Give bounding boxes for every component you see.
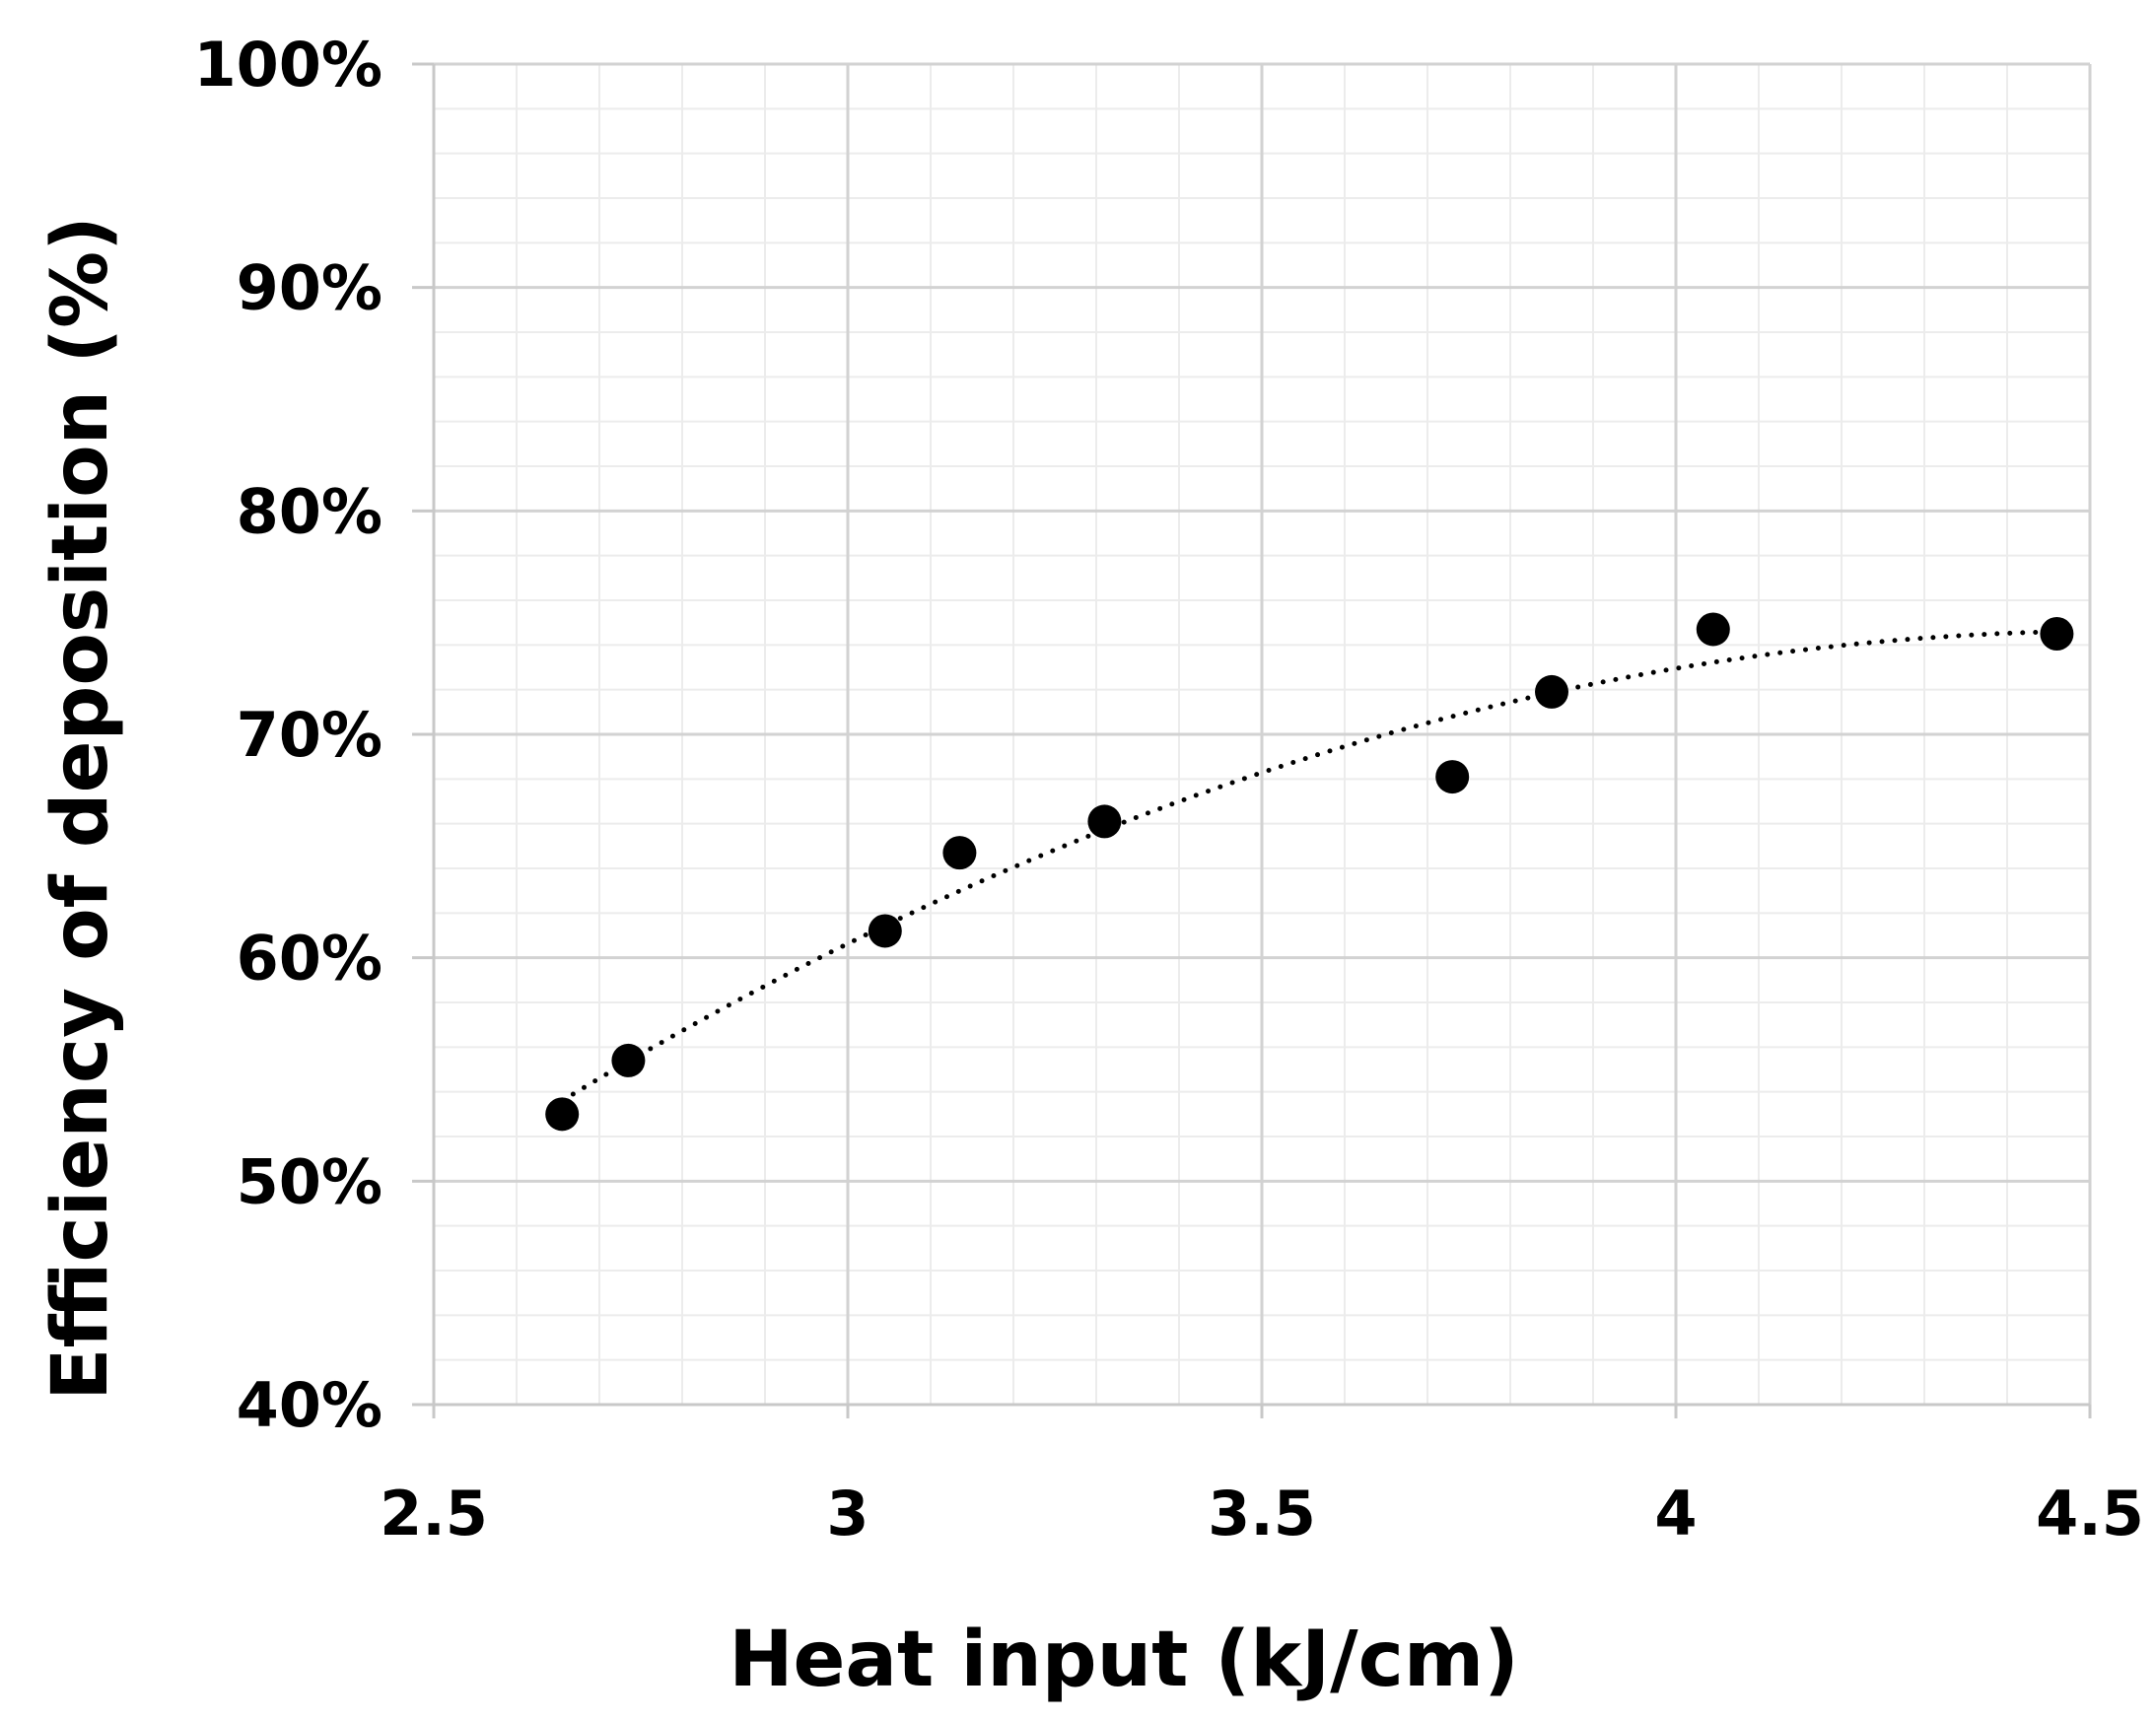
data-point <box>1535 674 1568 709</box>
data-point <box>611 1043 646 1077</box>
data-point <box>1696 612 1730 647</box>
data-point <box>1087 804 1122 839</box>
y-tick-label: 40% <box>237 1369 383 1441</box>
x-tick-label: 4.5 <box>2036 1478 2144 1549</box>
major-gridlines <box>434 62 2092 1405</box>
data-point <box>2040 617 2074 651</box>
data-point <box>942 836 977 870</box>
y-tick-label: 60% <box>237 923 383 995</box>
trendline <box>559 629 2059 1104</box>
y-tick-label: 50% <box>237 1145 383 1217</box>
x-tick-label: 2.5 <box>380 1478 488 1549</box>
y-tick-labels: 40% 50% 60% 70% 80% 90% 100% <box>193 29 383 1441</box>
y-axis-title: Efficiency of deposition (%) <box>36 216 125 1401</box>
x-tick-label: 3.5 <box>1208 1478 1316 1549</box>
data-point <box>545 1097 580 1132</box>
x-axis-title: Heat input (kJ/cm) <box>729 1616 1519 1704</box>
data-point <box>1435 760 1470 794</box>
x-tick-labels: 2.5 3 3.5 4 4.5 <box>380 1478 2144 1549</box>
y-tick-label: 100% <box>193 29 383 101</box>
x-tick-label: 4 <box>1654 1478 1697 1549</box>
trendline-group <box>559 629 2059 1104</box>
axes <box>412 62 2092 1418</box>
data-points <box>545 612 2074 1132</box>
data-point <box>868 914 902 948</box>
x-tick-label: 3 <box>826 1478 869 1549</box>
y-tick-label: 90% <box>237 252 383 324</box>
y-tick-label: 80% <box>237 475 383 547</box>
y-tick-label: 70% <box>237 699 383 771</box>
